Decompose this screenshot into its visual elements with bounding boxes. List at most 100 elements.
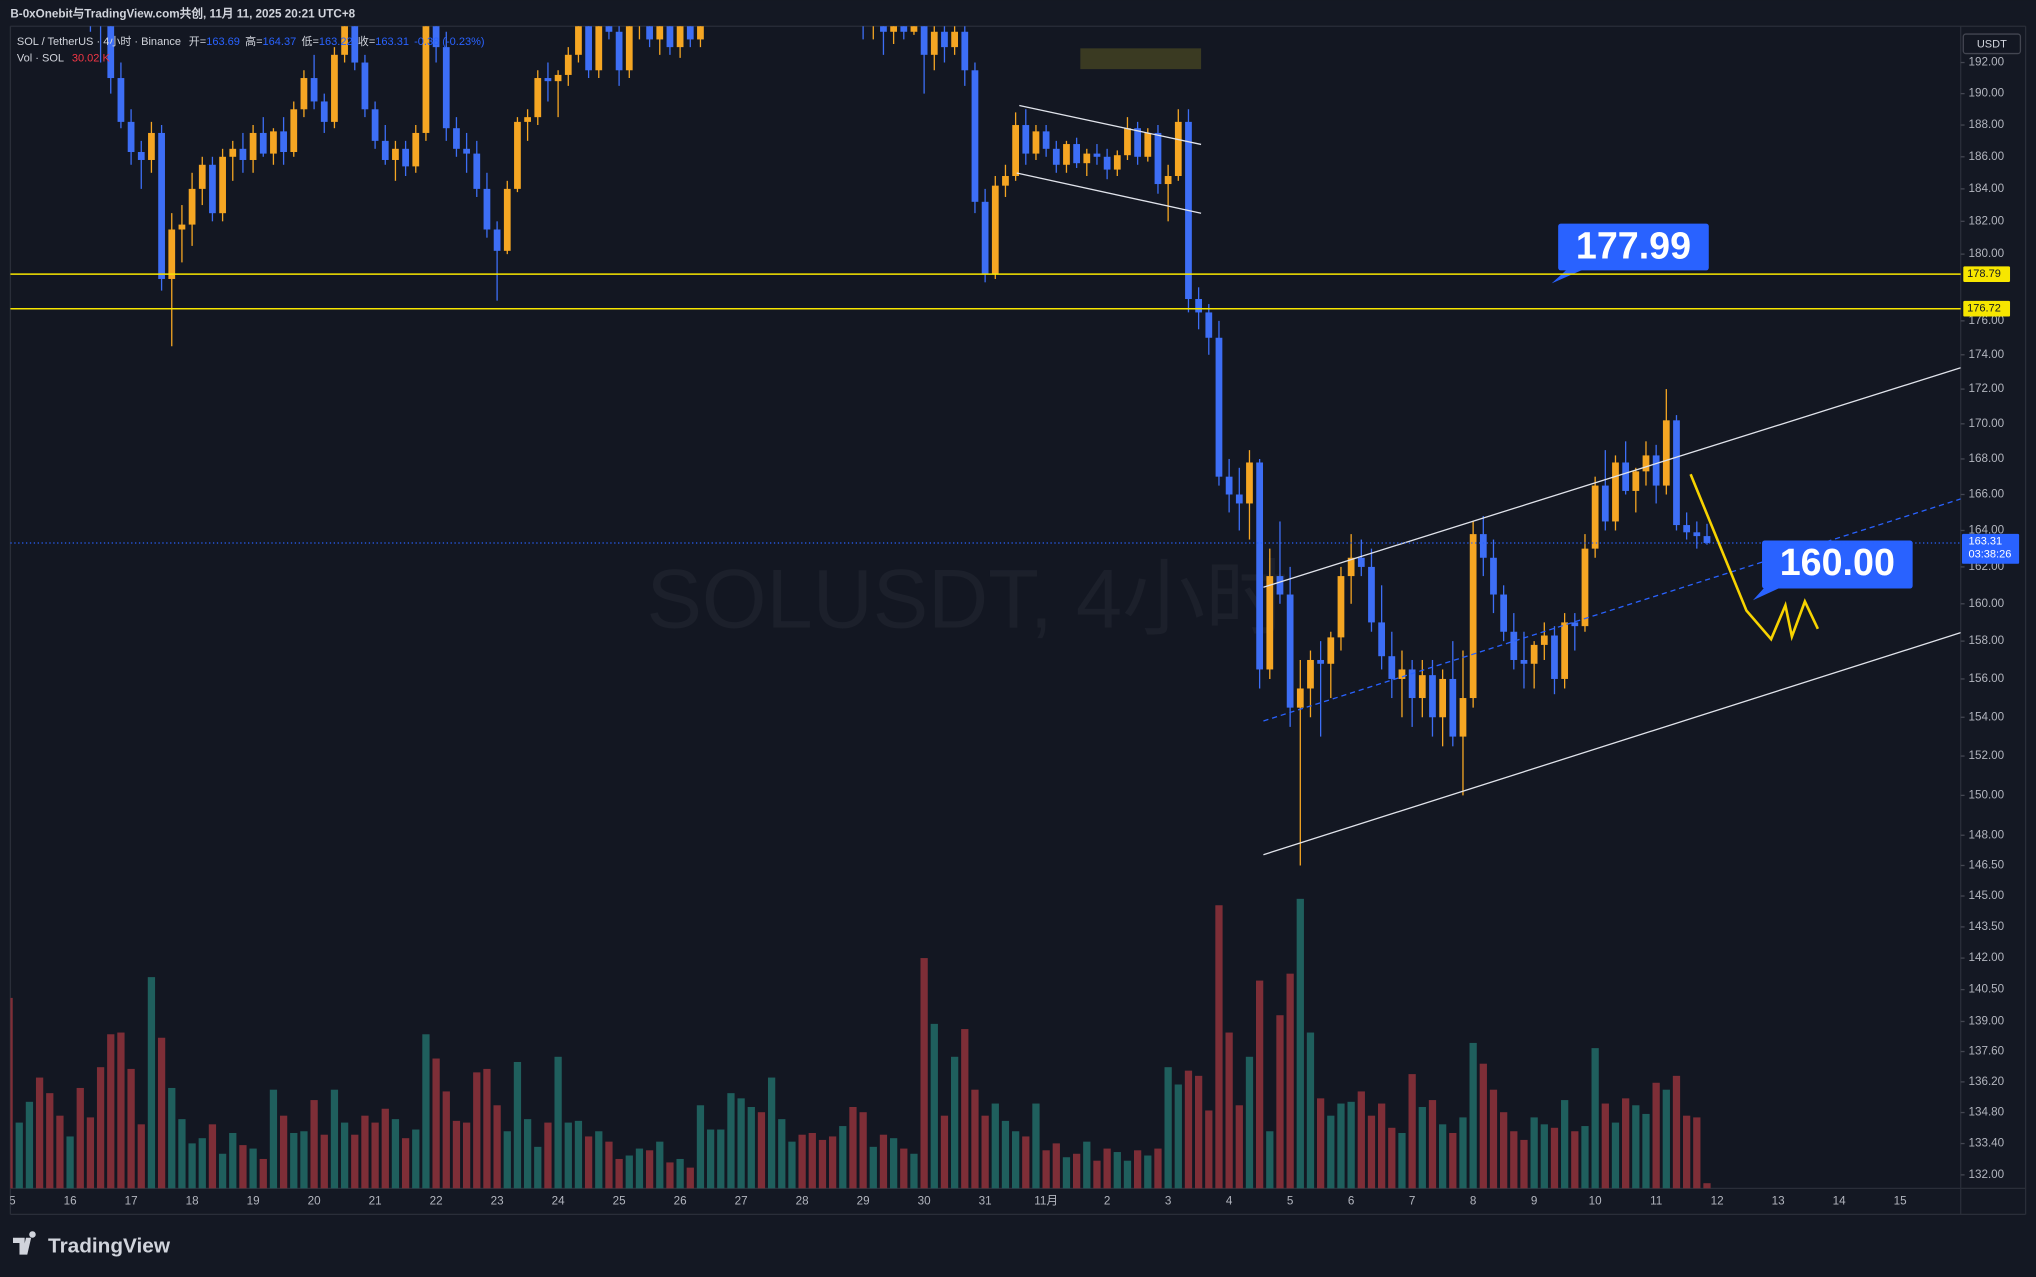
candle-body: [615, 31, 623, 71]
y-tick-label: 168.00: [1968, 452, 2004, 465]
volume-bar: [422, 1034, 430, 1189]
volume-bar: [452, 1120, 461, 1189]
volume-bar: [391, 1119, 400, 1189]
candle-body: [910, 26, 918, 32]
candle-body: [270, 131, 277, 154]
volume-bar: [249, 1148, 257, 1189]
volume-bar: [1327, 1115, 1335, 1189]
callout-text: 160.00: [1780, 541, 1895, 583]
volume-bar: [1306, 1032, 1315, 1189]
volume-bar: [706, 1129, 715, 1189]
candle-body: [941, 31, 948, 48]
volume-bar: [330, 1089, 339, 1189]
y-tick-label: 150.00: [1968, 788, 2004, 801]
candle-body: [1510, 631, 1518, 660]
symbol-legend: SOL / TetherUS · 4小时 · Binance 开=163.69 高=…: [17, 34, 485, 48]
volume-bar: [686, 1167, 694, 1189]
volume-bar: [1154, 1148, 1162, 1189]
volume-bar: [1144, 1155, 1152, 1189]
candle-body: [585, 26, 592, 71]
volume-bar: [279, 1115, 288, 1189]
volume-bar: [930, 1023, 938, 1189]
attribution: B-0xOnebit与TradingView.com共创, 11月 11, 20…: [10, 7, 355, 21]
y-tick-label: 160.00: [1968, 597, 2004, 610]
callout-box: [1558, 223, 1709, 271]
y-tick-label: 166.00: [1968, 488, 2004, 501]
x-tick-label: 19: [247, 1194, 260, 1207]
countdown: 03:38:26: [1968, 549, 2011, 561]
candle-body: [1256, 462, 1264, 670]
candle-body: [290, 109, 298, 153]
volume-bar: [839, 1126, 847, 1189]
candle-body: [148, 132, 155, 160]
y-tick-label: 133.40: [1968, 1137, 2004, 1150]
candle-body: [503, 188, 511, 251]
symbol: SOL / TetherUS · 4小时 · Binance: [17, 35, 181, 48]
volume-bar: [818, 1139, 827, 1189]
volume-bar: [66, 1136, 74, 1189]
y-tick-label: 136.20: [1968, 1075, 2004, 1088]
x-tick-label: 17: [125, 1194, 138, 1207]
x-tick-label: 3: [1165, 1194, 1172, 1207]
volume-bar: [1347, 1101, 1355, 1189]
candle-body: [1632, 471, 1640, 491]
y-tick-label: 164.00: [1968, 524, 2004, 537]
candle-body: [1246, 462, 1253, 504]
volume-bar: [889, 1138, 898, 1189]
volume-bar: [127, 1068, 135, 1189]
volume-bar: [554, 1056, 562, 1189]
volume-bar: [605, 1141, 613, 1189]
volume-bar: [523, 1119, 532, 1189]
readout-value: 163.69: [206, 36, 240, 48]
candle-body: [442, 47, 450, 129]
readout-label: 低=: [301, 35, 318, 48]
candle-body: [1388, 656, 1396, 679]
volume-bar: [584, 1136, 593, 1189]
volume-bar: [340, 1122, 349, 1189]
volume-bar: [1011, 1131, 1020, 1189]
volume-bar: [1500, 1112, 1508, 1189]
candle-body: [117, 78, 125, 122]
volume-bar: [1042, 1150, 1050, 1189]
y-tick-label: 182.00: [1968, 214, 2004, 227]
volume-last: 30.02 K: [72, 53, 111, 65]
candle-body: [544, 78, 552, 82]
volume-bar: [1408, 1074, 1416, 1189]
volume-bar: [473, 1072, 481, 1189]
volume-bar: [595, 1131, 603, 1189]
candle-body: [1347, 557, 1355, 577]
watermark: SOLUSDT, 4小时: [646, 552, 1288, 645]
candle-body: [1002, 176, 1009, 186]
x-tick-label: 7: [1409, 1194, 1415, 1207]
candle-body: [1012, 125, 1019, 177]
y-tick-label: 145.00: [1968, 889, 2004, 902]
volume-bar: [107, 1034, 115, 1189]
volume-bar: [971, 1089, 979, 1189]
volume-bar: [351, 1134, 359, 1189]
readout-label: 开=: [189, 36, 206, 48]
candle-body: [1022, 125, 1030, 154]
volume-bar: [56, 1115, 64, 1189]
candle-body: [280, 131, 287, 153]
volume-bar: [300, 1131, 308, 1189]
candle-body: [1205, 312, 1213, 338]
candle-body: [1693, 532, 1701, 537]
channel-lower: [1263, 632, 1961, 856]
candle-body: [1134, 128, 1142, 157]
volume-bar: [1052, 1143, 1060, 1189]
candle-body: [127, 121, 135, 153]
volume-bar: [666, 1162, 674, 1189]
volume-bar: [1510, 1131, 1518, 1189]
candle-body: [534, 78, 542, 118]
candle-body: [422, 26, 430, 133]
volume-bar: [1601, 1103, 1609, 1189]
candle-body: [1276, 576, 1284, 595]
volume-bar: [1113, 1152, 1121, 1189]
y-tick-label: 170.00: [1968, 417, 2004, 430]
volume-bar: [208, 1124, 217, 1189]
y-tick-label: 190.00: [1968, 87, 2004, 100]
volume-bar: [462, 1122, 471, 1189]
volume-bar: [1205, 1110, 1213, 1189]
candle-body: [229, 148, 237, 157]
